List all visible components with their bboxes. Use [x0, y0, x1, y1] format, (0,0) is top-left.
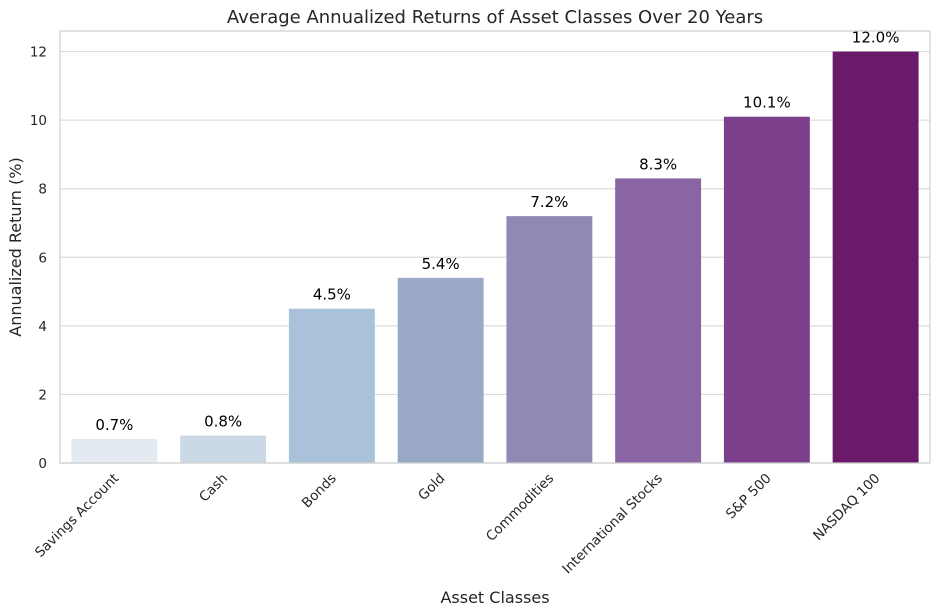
y-tick-label: 12 [30, 45, 47, 61]
data-label: 4.5% [313, 286, 351, 304]
data-label: 12.0% [852, 29, 900, 47]
x-tick-label: International Stocks [559, 471, 666, 578]
bar-savings-account [71, 439, 158, 463]
bars [71, 51, 919, 463]
bar-bonds [288, 308, 375, 463]
data-label: 7.2% [530, 193, 568, 211]
data-label: 10.1% [743, 94, 791, 112]
plot-frame [59, 30, 931, 464]
bar-s-p-500 [723, 116, 810, 463]
x-tick-label: S&P 500 [723, 471, 775, 523]
data-label: 5.4% [422, 255, 460, 273]
bar-cash [180, 435, 267, 463]
x-tick-label: Savings Account [32, 471, 122, 561]
chart-title: Average Annualized Returns of Asset Clas… [227, 7, 763, 28]
gridlines [60, 50, 930, 464]
data-label: 8.3% [639, 155, 677, 173]
bar-commodities [506, 216, 593, 463]
data-label: 0.8% [204, 413, 242, 431]
x-tick-label: Commodities [483, 471, 557, 545]
data-labels: 0.7% 0.8% 4.5% 5.4% 7.2% 8.3% 10.1% 12.0% [95, 29, 899, 434]
bar-gold [397, 277, 484, 463]
x-axis-ticks: Savings Account Cash Bonds Gold Commodities I… [32, 471, 883, 578]
x-tick-label: Gold [415, 471, 448, 504]
y-tick-label: 0 [38, 456, 47, 472]
x-tick-label: Bonds [299, 471, 340, 512]
x-tick-label: Cash [196, 471, 231, 506]
y-tick-label: 6 [38, 250, 47, 266]
y-axis-label: Annualized Return (%) [6, 157, 25, 336]
x-tick-label: NASDAQ 100 [810, 471, 883, 544]
y-tick-label: 10 [30, 113, 47, 129]
y-tick-label: 8 [38, 182, 47, 198]
y-axis-ticks: 0 2 4 6 8 10 12 [30, 45, 47, 472]
y-tick-label: 2 [38, 387, 47, 403]
bar-international-stocks [615, 178, 702, 463]
bar-nasdaq-100 [832, 51, 919, 463]
data-label: 0.7% [95, 416, 133, 434]
y-tick-label: 4 [38, 319, 47, 335]
x-axis-label: Asset Classes [440, 588, 549, 607]
